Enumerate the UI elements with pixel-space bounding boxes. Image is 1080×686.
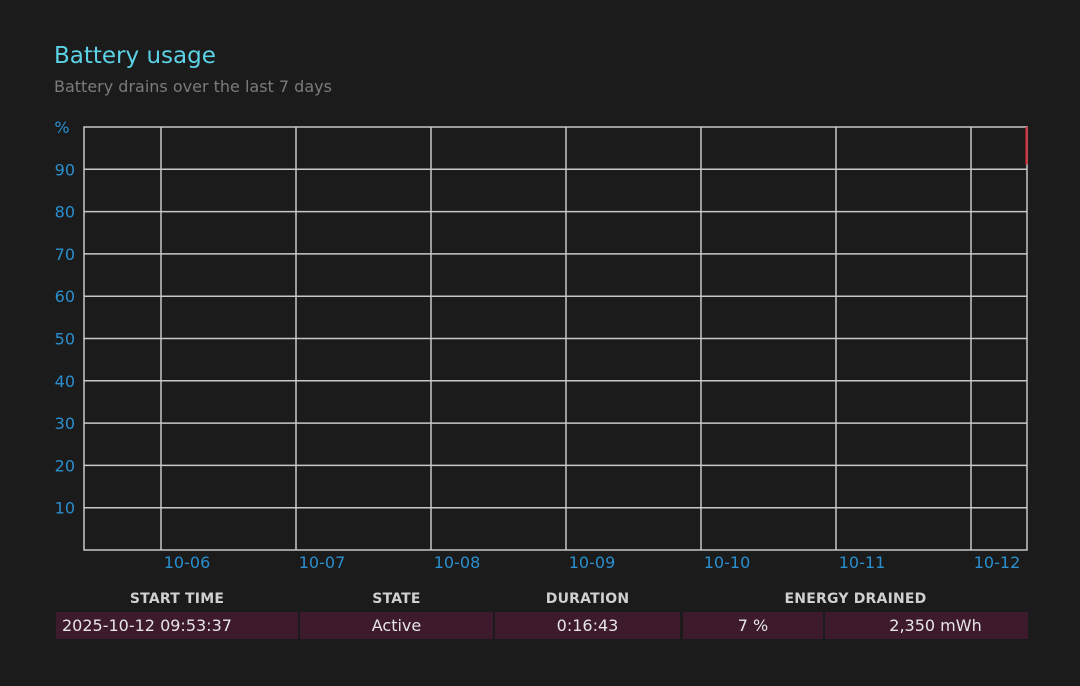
header-state: STATE: [372, 591, 421, 607]
y-tick-label: 30: [55, 414, 75, 433]
cell-start-time: 2025-10-12 09:53:37: [56, 612, 298, 639]
y-tick-label: 80: [55, 203, 75, 222]
y-axis-label: %: [54, 118, 69, 137]
page-subtitle: Battery drains over the last 7 days: [54, 77, 332, 96]
y-tick-label: 40: [55, 372, 75, 391]
header-energy-drained: ENERGY DRAINED: [784, 591, 927, 607]
cell-state: Active: [300, 612, 493, 639]
x-tick-label: 10-12: [974, 553, 1021, 572]
x-tick-label: 10-11: [839, 553, 886, 572]
y-tick-label: 90: [55, 160, 75, 179]
header-duration: DURATION: [545, 591, 630, 607]
header-start-time: START TIME: [129, 591, 225, 607]
cell-energy-mwh: 2,350 mWh: [825, 612, 1028, 639]
page-title: Battery usage: [54, 43, 216, 69]
x-tick-label: 10-08: [434, 553, 481, 572]
y-tick-label: 70: [55, 245, 75, 264]
x-tick-label: 10-09: [569, 553, 616, 572]
x-tick-label: 10-06: [164, 553, 211, 572]
cell-duration: 0:16:43: [495, 612, 680, 639]
x-tick-label: 10-10: [704, 553, 751, 572]
y-tick-label: 10: [55, 499, 75, 518]
y-tick-label: 20: [55, 456, 75, 475]
x-tick-label: 10-07: [299, 553, 346, 572]
y-tick-label: 60: [55, 287, 75, 306]
cell-energy-percent: 7 %: [683, 612, 823, 639]
y-tick-label: 50: [55, 330, 75, 349]
